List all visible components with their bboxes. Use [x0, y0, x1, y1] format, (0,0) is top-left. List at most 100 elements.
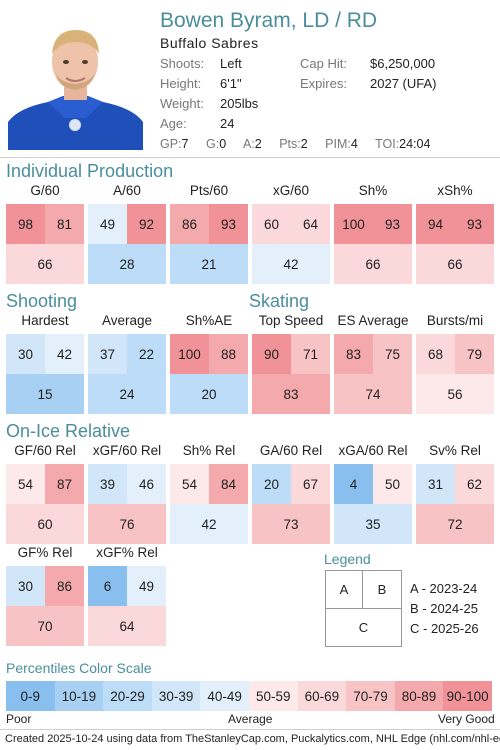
metric-cell-b: 42 [45, 334, 84, 374]
toi-value: 24:04 [399, 137, 431, 151]
pim-label: PIM: [325, 137, 351, 151]
metric-a-60: A/60 49 92 28 [88, 183, 166, 284]
scale-bin: 70-79 [346, 681, 395, 711]
cap-value: $6,250,000 [370, 56, 436, 71]
metric-label: GF/60 Rel [14, 443, 76, 458]
metric-xg-60: xG/60 60 64 42 [252, 183, 330, 284]
metric-cell-b: 49 [127, 566, 166, 606]
metric-cell-c: 21 [170, 244, 248, 284]
metric-cell-b: 79 [455, 334, 494, 374]
header-divider [0, 157, 500, 158]
metric-cell-c: 15 [6, 374, 84, 414]
footer-credit: Created 2025-10-24 using data from TheSt… [5, 733, 500, 745]
metric-label: ES Average [337, 313, 409, 328]
shoots-label: Shoots: [160, 56, 205, 71]
section-title-skating: Skating [249, 291, 310, 311]
metric-cell-b: 86 [45, 566, 84, 606]
metric-cell-c: 66 [416, 244, 494, 284]
metric-cell-a: 54 [170, 464, 209, 504]
metric-cell-c: 60 [6, 504, 84, 544]
metric-sh-ae: Sh%AE 100 88 20 [170, 313, 248, 414]
scale-bin: 80-89 [394, 681, 444, 711]
metric-cell-a: 68 [416, 334, 455, 374]
metric-label: Pts/60 [189, 183, 229, 198]
shoots-value: Left [220, 56, 242, 71]
metric-cell-c: 42 [252, 244, 330, 284]
age-label: Age: [160, 116, 187, 131]
metric-cell-a: 6 [88, 566, 127, 606]
age-row: Age: 24 [160, 116, 234, 131]
legend-cell-b: B [363, 571, 401, 609]
metric-xsh: xSh% 94 93 66 [416, 183, 494, 284]
metric-label: Sh% [358, 183, 388, 198]
weight-row: Weight: 205lbs [160, 96, 258, 111]
pts-value: 2 [300, 137, 308, 151]
weight-label: Weight: [160, 96, 204, 111]
metric-label: GF% Rel [17, 545, 73, 560]
metric-label: Average [101, 313, 153, 328]
pim-value: 4 [350, 137, 358, 151]
metric-cell-c: 66 [334, 244, 412, 284]
metric-cell-a: 30 [6, 566, 45, 606]
section-title-shooting: Shooting [6, 291, 78, 311]
metric-cell-a: 100 [334, 204, 373, 244]
scale-bin: 30-39 [151, 681, 201, 711]
metric-label: xGA/60 Rel [338, 443, 408, 458]
color-scale: 0-9 10-19 20-29 30-39 40-49 50-59 60-69 70-79 80… [6, 681, 492, 711]
player-team: Buffalo Sabres [160, 35, 259, 51]
metric-cell-c: 70 [6, 606, 84, 646]
metric-cell-a: 94 [416, 204, 455, 244]
section-title-onice: On-Ice Relative [6, 421, 131, 441]
scale-bin: 90-100 [443, 681, 492, 711]
scale-very-good-label: Very Good [438, 712, 495, 726]
metric-gf-rel: GF% Rel 30 86 70 [6, 545, 84, 646]
height-label: Height: [160, 76, 202, 91]
scale-bin: 40-49 [200, 681, 249, 711]
metric-cell-c: 20 [170, 374, 248, 414]
g-label: G: [205, 137, 220, 151]
metric-cell-b: 93 [455, 204, 494, 244]
pts-label: Pts: [279, 137, 301, 151]
metric-cell-b: 88 [209, 334, 248, 374]
metric-gf-60-rel: GF/60 Rel 54 87 60 [6, 443, 84, 544]
metric-sv-rel: Sv% Rel 31 62 72 [416, 443, 494, 544]
metric-xga-60-rel: xGA/60 Rel 4 50 35 [334, 443, 412, 544]
metric-label: G/60 [30, 183, 60, 198]
weight-value: 205lbs [220, 96, 259, 111]
metric-cell-a: 98 [6, 204, 45, 244]
metric-sh: Sh% 100 93 66 [334, 183, 412, 284]
metric-cell-c: 66 [6, 244, 84, 284]
scale-bin: 60-69 [297, 681, 347, 711]
cap-row: Cap Hit: $6,250,000 [300, 56, 435, 71]
metric-cell-b: 87 [45, 464, 84, 504]
gp-label: GP: [160, 137, 182, 151]
metric-cell-a: 100 [170, 334, 209, 374]
metric-cell-c: 72 [416, 504, 494, 544]
metric-cell-a: 31 [416, 464, 455, 504]
metric-cell-b: 75 [373, 334, 412, 374]
metric-cell-a: 4 [334, 464, 373, 504]
metric-label: Hardest [21, 313, 69, 328]
metric-ga-60-rel: GA/60 Rel 20 67 73 [252, 443, 330, 544]
metric-label: Top Speed [258, 313, 324, 328]
legend-box: A B C [325, 570, 402, 647]
metric-bursts-mi: Bursts/mi 68 79 56 [416, 313, 494, 414]
metric-cell-c: 73 [252, 504, 330, 544]
player-photo [8, 22, 143, 150]
height-value: 6'1" [220, 76, 242, 91]
metric-cell-b: 62 [455, 464, 494, 504]
metric-cell-a: 20 [252, 464, 291, 504]
scale-bin: 10-19 [54, 681, 104, 711]
legend-line-c: C - 2025-26 [410, 621, 479, 636]
metric-cell-b: 22 [127, 334, 166, 374]
metric-cell-c: 24 [88, 374, 166, 414]
scale-average-label: Average [228, 712, 273, 726]
metric-label: A/60 [113, 183, 141, 198]
metric-cell-b: 81 [45, 204, 84, 244]
metric-hardest: Hardest 30 42 15 [6, 313, 84, 414]
metric-cell-a: 86 [170, 204, 209, 244]
metric-average: Average 37 22 24 [88, 313, 166, 414]
shoots-row: Shoots: Left [160, 56, 242, 71]
metric-label: GA/60 Rel [259, 443, 323, 458]
metric-cell-c: 74 [334, 374, 412, 414]
